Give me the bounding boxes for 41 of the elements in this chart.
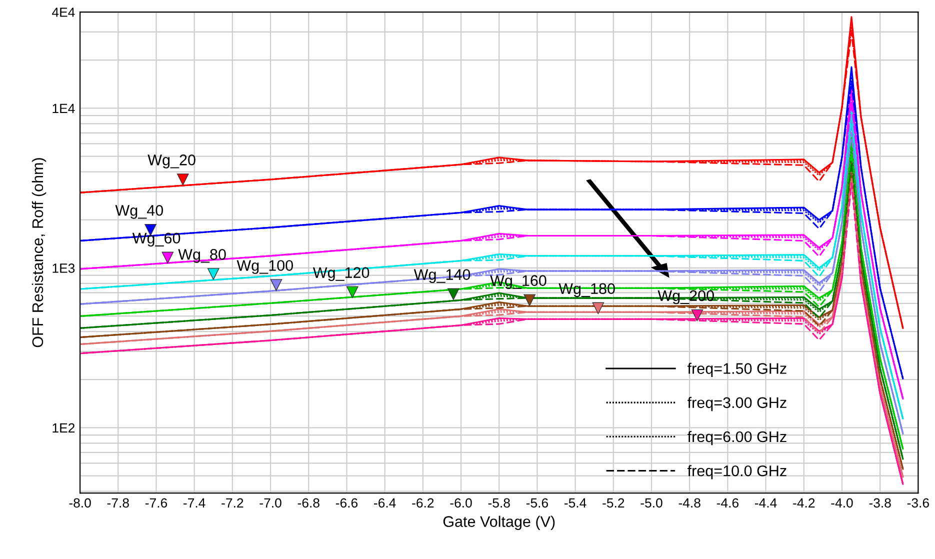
x-tick-label: -7.8 xyxy=(107,498,129,508)
x-tick-label: -8.0 xyxy=(69,498,91,508)
x-tick-label: -5.8 xyxy=(488,498,510,508)
y-tick-label: 1E2 xyxy=(52,423,75,432)
x-tick-label: -4.4 xyxy=(755,498,777,508)
x-tick-label: -7.2 xyxy=(222,498,244,508)
x-tick-label: -5.4 xyxy=(564,498,586,508)
x-tick-label: -4.8 xyxy=(678,498,700,508)
x-axis-title: Gate Voltage (V) xyxy=(443,516,555,530)
annotation: Wg_100 xyxy=(236,260,293,274)
x-tick-label: -6.8 xyxy=(298,498,320,508)
x-tick-label: -7.0 xyxy=(260,498,282,508)
annotation: Wg_160 xyxy=(490,275,546,290)
x-tick-label: -5.0 xyxy=(640,498,662,508)
x-tick-label: -6.2 xyxy=(412,498,434,508)
annotation: Wg_140 xyxy=(414,269,470,283)
y-tick-label: 1E4 xyxy=(52,104,75,113)
annotation: Wg_120 xyxy=(312,267,370,281)
x-tick-label: -6.4 xyxy=(374,498,396,508)
annotation: Wg_80 xyxy=(178,249,226,263)
y-tick-label: 1E3 xyxy=(52,264,75,273)
x-tick-label: -4.0 xyxy=(831,498,853,508)
annotation: freq=1.50 GHz xyxy=(688,362,786,377)
x-tick-label: -7.4 xyxy=(184,498,206,508)
x-tick-label: -4.2 xyxy=(793,498,815,508)
annotation: freq=10.0 GHz xyxy=(688,465,786,480)
x-tick-label: -3.6 xyxy=(907,498,929,508)
annotation: freq=6.00 GHz xyxy=(688,430,786,446)
annotation: Wg_20 xyxy=(148,154,196,168)
annotation: Wg_40 xyxy=(115,204,164,219)
x-tick-label: -3.8 xyxy=(869,498,891,508)
y-axis-title: OFF Resistance, Roff (ohm) xyxy=(32,158,46,348)
x-tick-label: -7.6 xyxy=(145,498,168,508)
annotation: Wg_60 xyxy=(132,232,180,247)
x-tick-label: -6.0 xyxy=(450,498,472,508)
y-tick-label: 4E4 xyxy=(52,8,75,17)
x-tick-label: -5.2 xyxy=(602,498,624,508)
annotation: freq=3.00 GHz xyxy=(688,396,786,412)
x-tick-label: -4.6 xyxy=(716,498,738,508)
x-tick-label: -5.6 xyxy=(526,498,548,508)
x-tick-label: -6.6 xyxy=(336,498,358,508)
